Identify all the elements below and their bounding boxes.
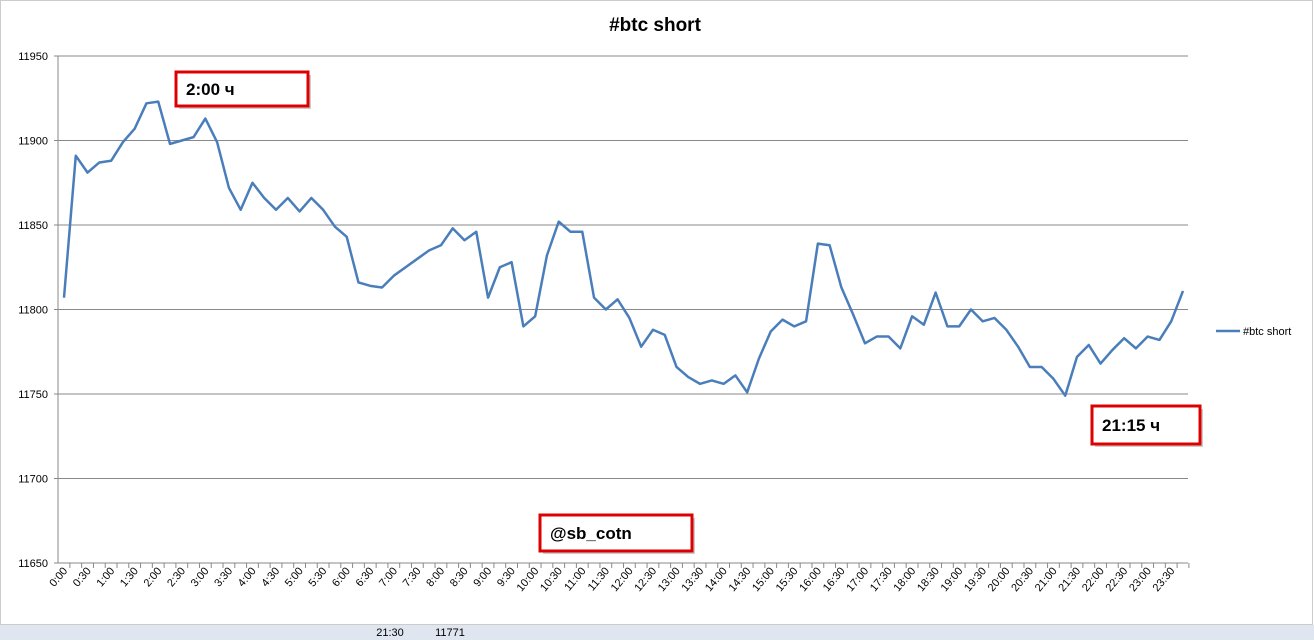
- sheet-strip: [0, 625, 1314, 640]
- y-tick-label: 11950: [18, 51, 48, 63]
- annotation-text: 2:00 ч: [186, 80, 235, 99]
- y-tick-label: 11700: [18, 474, 48, 486]
- annotation-box: [1090, 404, 1202, 446]
- annotation-text: @sb_cotn: [550, 524, 632, 543]
- y-tick-label: 11850: [18, 220, 48, 232]
- annotation-text: 21:15 ч: [1102, 416, 1160, 435]
- y-tick-label: 11900: [18, 136, 48, 148]
- y-tick-label: 11750: [18, 389, 48, 401]
- annotation-box: [174, 70, 310, 108]
- sheet-cell: 21:30: [376, 627, 404, 639]
- y-tick-label: 11650: [18, 558, 48, 570]
- annotation-box: [538, 513, 694, 553]
- data-line: [62, 100, 1185, 397]
- sheet-cell: 11771: [435, 627, 465, 639]
- chart-title: #btc short: [609, 15, 702, 36]
- y-tick-label: 11800: [18, 305, 48, 317]
- legend-label: #btc short: [1243, 326, 1291, 338]
